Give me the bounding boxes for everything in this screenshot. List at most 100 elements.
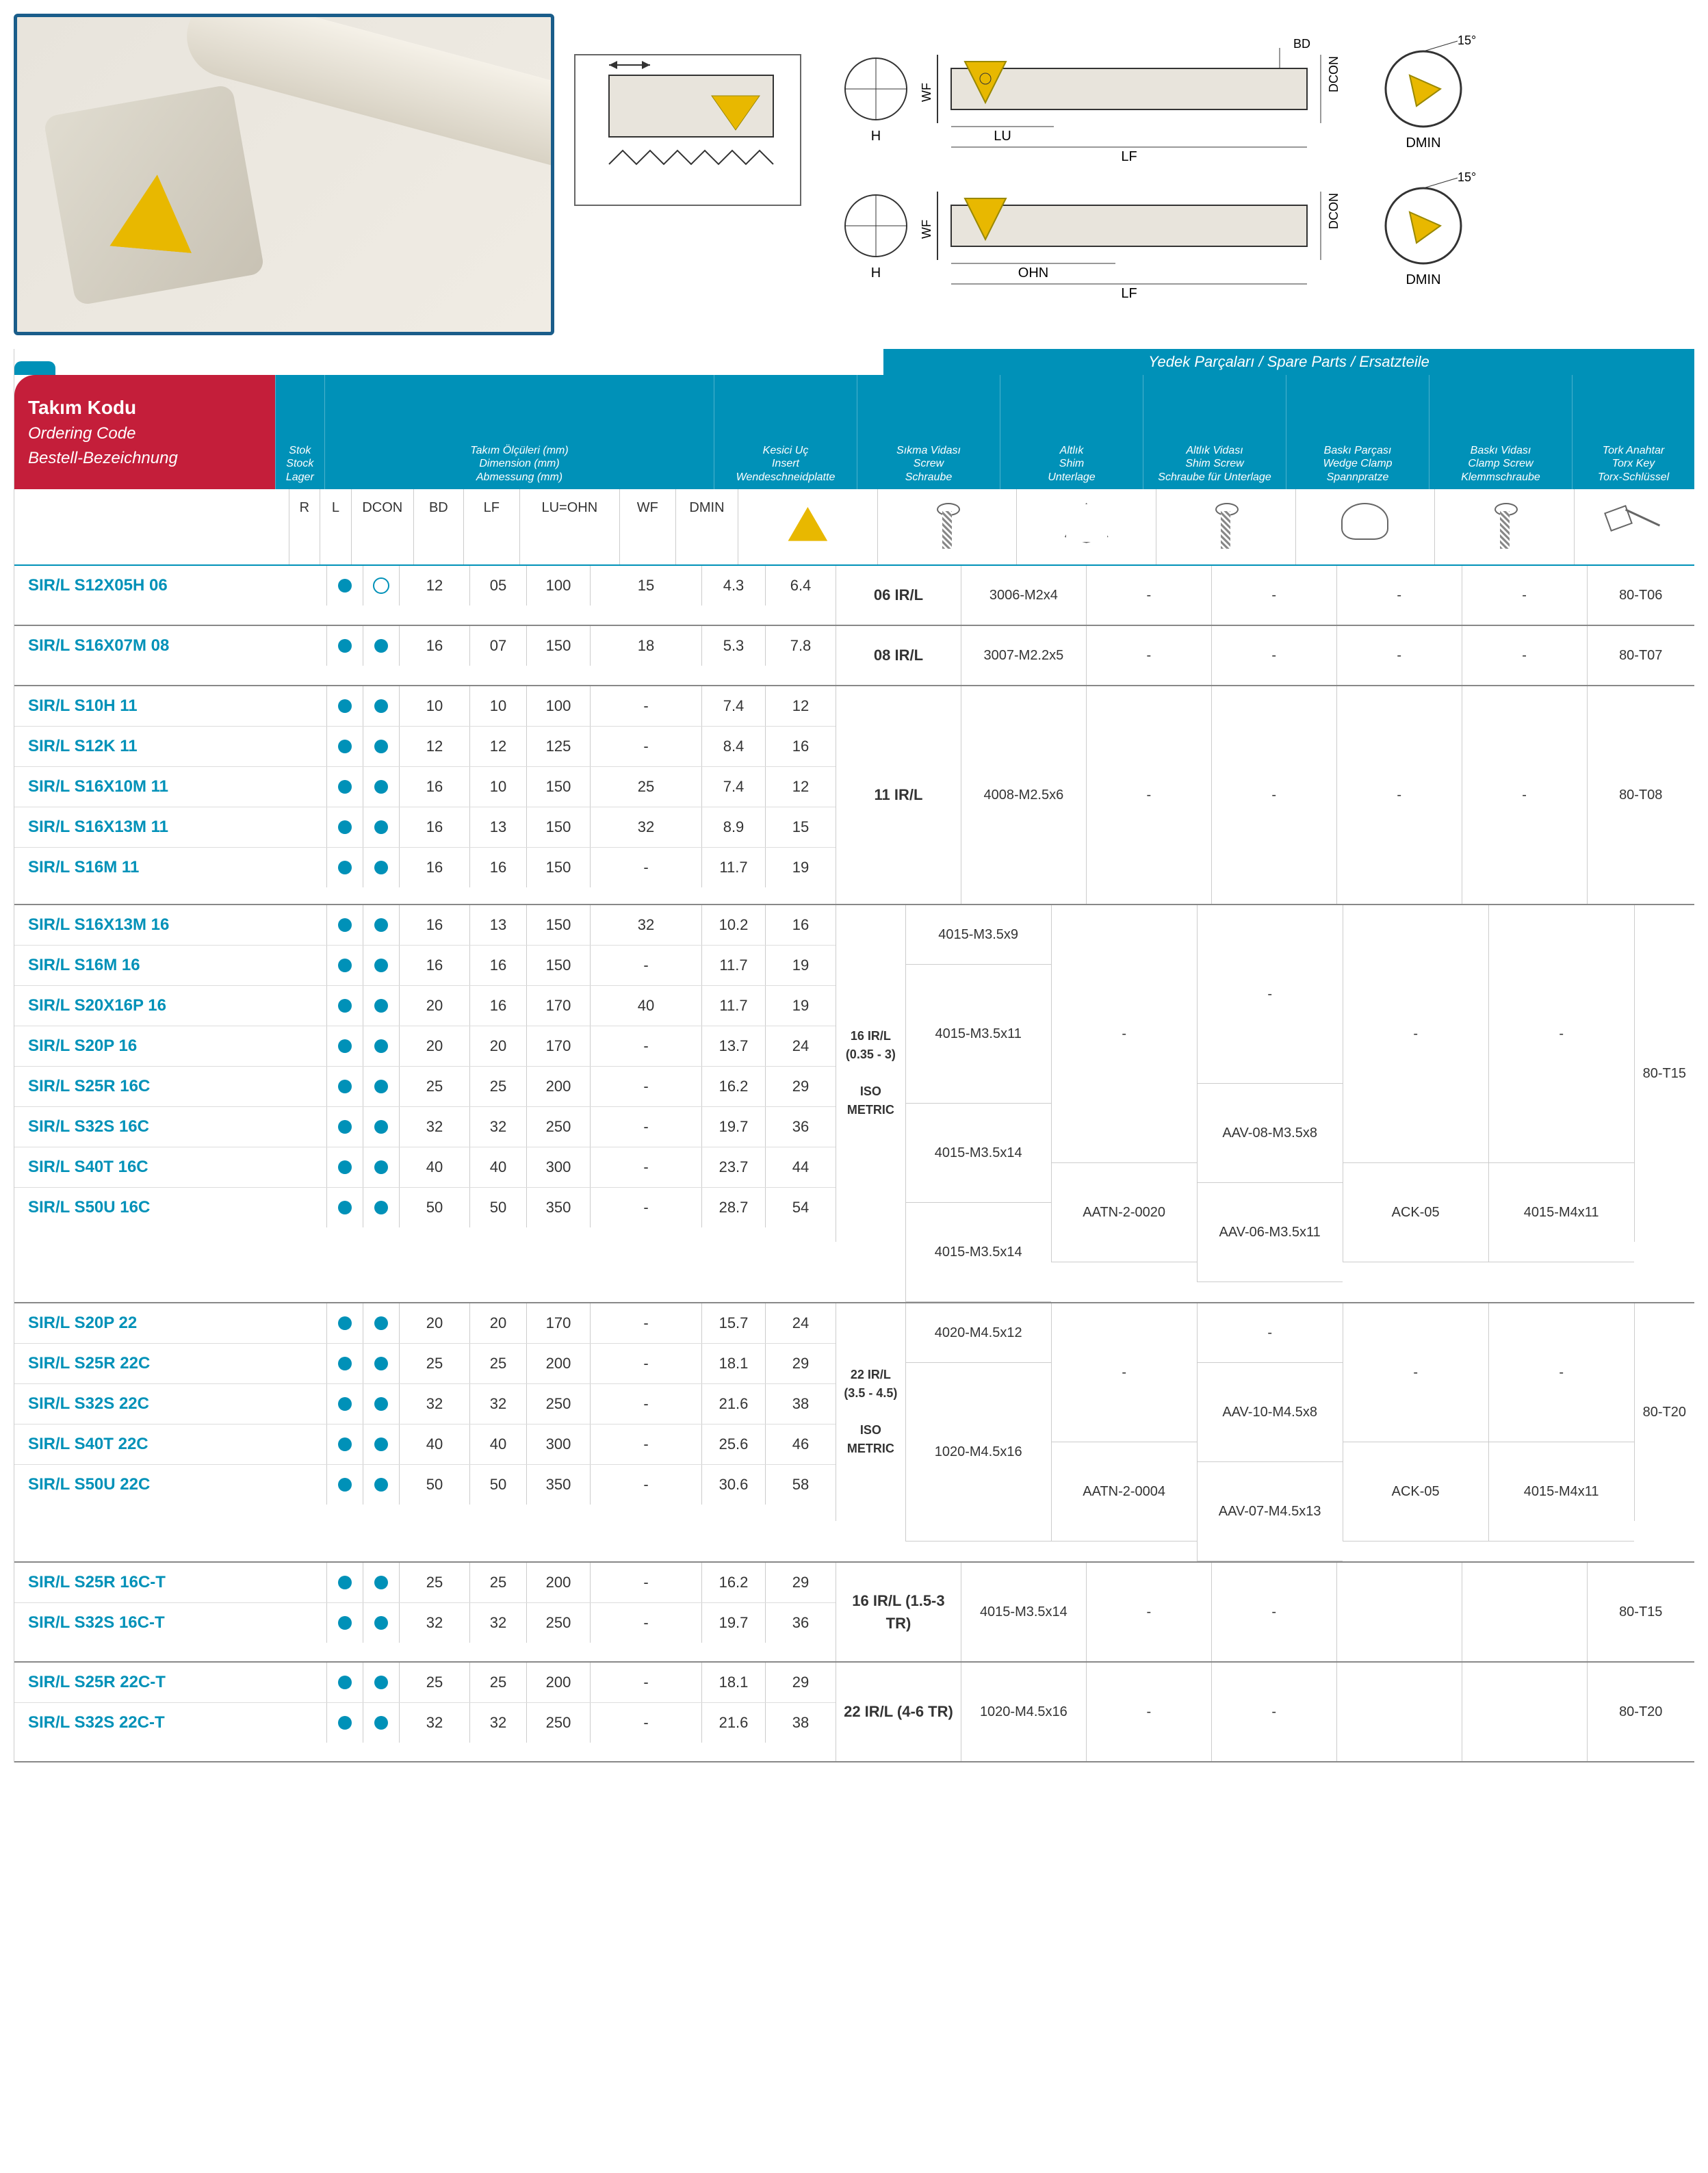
insert-type: 06 IR/L xyxy=(836,566,961,625)
table-row: SIR/L S32S 22C-T 32 32 250 - 21.6 38 xyxy=(14,1703,836,1743)
stock-r xyxy=(326,905,363,945)
clampscrew-header: Baskı VidasıClamp ScrewKlemmschraube xyxy=(1429,375,1572,489)
stock-r xyxy=(326,566,363,606)
product-code: SIR/L S12X05H 06 xyxy=(14,566,326,606)
clampscrew-icon xyxy=(1434,489,1574,564)
table-row: SIR/L S16X10M 11 16 10 150 25 7.4 12 xyxy=(14,767,836,807)
shim-header: AltlıkShimUnterlage xyxy=(1000,375,1143,489)
product-code: SIR/L S25R 22C-T xyxy=(14,1663,326,1702)
stock-l xyxy=(363,1603,399,1643)
col-wf: WF xyxy=(619,489,675,564)
stock-l xyxy=(363,1384,399,1424)
stock-l xyxy=(363,1703,399,1743)
stock-r xyxy=(326,848,363,887)
shimscrew-icon xyxy=(1156,489,1295,564)
product-code: SIR/L S32S 22C xyxy=(14,1384,326,1424)
stock-r xyxy=(326,1067,363,1106)
stock-header: StokStockLager xyxy=(275,375,324,489)
stock-r xyxy=(326,1663,363,1702)
product-code: SIR/L S32S 22C-T xyxy=(14,1703,326,1743)
stock-l xyxy=(363,1424,399,1464)
product-code: SIR/L S32S 16C xyxy=(14,1107,326,1147)
product-group: SIR/L S10H 11 10 10 100 - 7.4 12 SIR/L S… xyxy=(14,686,1694,905)
product-code: SIR/L S20P 22 xyxy=(14,1303,326,1343)
svg-text:DMIN: DMIN xyxy=(1406,272,1440,287)
stock-l xyxy=(363,946,399,985)
product-group: SIR/L S20P 22 20 20 170 - 15.7 24 SIR/L … xyxy=(14,1303,1694,1563)
table-row: SIR/L S16M 16 16 16 150 - 11.7 19 xyxy=(14,946,836,986)
top-diagrams: H H WF LU LF DCON BD WF xyxy=(14,14,1694,335)
svg-text:15°: 15° xyxy=(1458,170,1476,184)
svg-text:LF: LF xyxy=(1121,149,1137,164)
table-row: SIR/L S32S 22C 32 32 250 - 21.6 38 xyxy=(14,1384,836,1424)
stock-r xyxy=(326,1465,363,1505)
col-bd: BD xyxy=(413,489,463,564)
product-code: SIR/L S20X16P 16 xyxy=(14,986,326,1026)
insert-type: 22 IR/L(3.5 - 4.5)ISO METRIC xyxy=(836,1303,905,1521)
insert-type: 16 IR/L (1.5-3 TR) xyxy=(836,1563,961,1661)
table-row: SIR/L S25R 22C 25 25 200 - 18.1 29 xyxy=(14,1344,836,1384)
ordering-code-header: Takım Kodu Ordering Code Bestell-Bezeich… xyxy=(14,375,275,489)
product-group: SIR/L S25R 22C-T 25 25 200 - 18.1 29 SIR… xyxy=(14,1663,1694,1762)
stock-l xyxy=(363,986,399,1026)
insert-type: 11 IR/L xyxy=(836,686,961,904)
stock-r xyxy=(326,1107,363,1147)
torx-key: 80-T15 xyxy=(1634,905,1694,1242)
table-row: SIR/L S25R 22C-T 25 25 200 - 18.1 29 xyxy=(14,1663,836,1703)
wedge-icon xyxy=(1295,489,1435,564)
product-code: SIR/L S16X10M 11 xyxy=(14,767,326,807)
table-row: SIR/L S40T 22C 40 40 300 - 25.6 46 xyxy=(14,1424,836,1465)
insert-type: 08 IR/L xyxy=(836,626,961,685)
stock-r xyxy=(326,1188,363,1227)
table-row: SIR/L S20X16P 16 20 16 170 40 11.7 19 xyxy=(14,986,836,1026)
stock-r xyxy=(326,1026,363,1066)
stock-l xyxy=(363,848,399,887)
stock-l xyxy=(363,1303,399,1343)
col-dcon: DCON xyxy=(351,489,413,564)
product-code: SIR/L S25R 16C-T xyxy=(14,1563,326,1602)
stock-l xyxy=(363,807,399,847)
stock-l xyxy=(363,626,399,666)
svg-text:DCON: DCON xyxy=(1327,56,1341,92)
stock-l xyxy=(363,1107,399,1147)
table-row: SIR/L S50U 22C 50 50 350 - 30.6 58 xyxy=(14,1465,836,1505)
stock-l xyxy=(363,767,399,807)
stock-r xyxy=(326,1147,363,1187)
torx-key: 80-T20 xyxy=(1634,1303,1694,1521)
stock-l xyxy=(363,1465,399,1505)
stock-r xyxy=(326,727,363,766)
table-row: SIR/L S12K 11 12 12 125 - 8.4 16 xyxy=(14,727,836,767)
stock-r xyxy=(326,986,363,1026)
stock-r xyxy=(326,1303,363,1343)
table-row: SIR/L S20P 22 20 20 170 - 15.7 24 xyxy=(14,1303,836,1344)
product-code: SIR/L S25R 16C xyxy=(14,1067,326,1106)
stock-l xyxy=(363,905,399,945)
wedge-header: Baskı ParçasıWedge ClampSpannpratze xyxy=(1286,375,1429,489)
svg-text:WF: WF xyxy=(920,220,933,239)
stock-r xyxy=(326,626,363,666)
product-group: SIR/L S12X05H 06 12 05 100 15 4.3 6.4 06… xyxy=(14,566,1694,626)
svg-text:WF: WF xyxy=(920,83,933,102)
spare-parts-header: Yedek Parçaları / Spare Parts / Ersatzte… xyxy=(883,349,1694,375)
table-row: SIR/L S40T 16C 40 40 300 - 23.7 44 xyxy=(14,1147,836,1188)
product-group: SIR/L S25R 16C-T 25 25 200 - 16.2 29 SIR… xyxy=(14,1563,1694,1663)
product-code: SIR/L S32S 16C-T xyxy=(14,1603,326,1643)
product-code: SIR/L S40T 22C xyxy=(14,1424,326,1464)
table-row: SIR/L S25R 16C-T 25 25 200 - 16.2 29 xyxy=(14,1563,836,1603)
table-row: SIR/L S50U 16C 50 50 350 - 28.7 54 xyxy=(14,1188,836,1227)
stock-r xyxy=(326,1703,363,1743)
threading-diagram xyxy=(568,27,807,219)
svg-text:DCON: DCON xyxy=(1327,193,1341,229)
stock-r xyxy=(326,1384,363,1424)
shimscrew-header: Altlık VidasıShim ScrewSchraube für Unte… xyxy=(1143,375,1286,489)
col-dmin: DMIN xyxy=(675,489,738,564)
product-code: SIR/L S16M 11 xyxy=(14,848,326,887)
product-code: SIR/L S50U 16C xyxy=(14,1188,326,1227)
product-group: SIR/L S16X13M 16 16 13 150 32 10.2 16 SI… xyxy=(14,905,1694,1303)
table-row: SIR/L S10H 11 10 10 100 - 7.4 12 xyxy=(14,686,836,727)
svg-text:LU: LU xyxy=(994,129,1011,144)
stock-l xyxy=(363,1067,399,1106)
stock-l xyxy=(363,1563,399,1602)
product-code: SIR/L S16X13M 16 xyxy=(14,905,326,945)
table-row: SIR/L S32S 16C-T 32 32 250 - 19.7 36 xyxy=(14,1603,836,1643)
